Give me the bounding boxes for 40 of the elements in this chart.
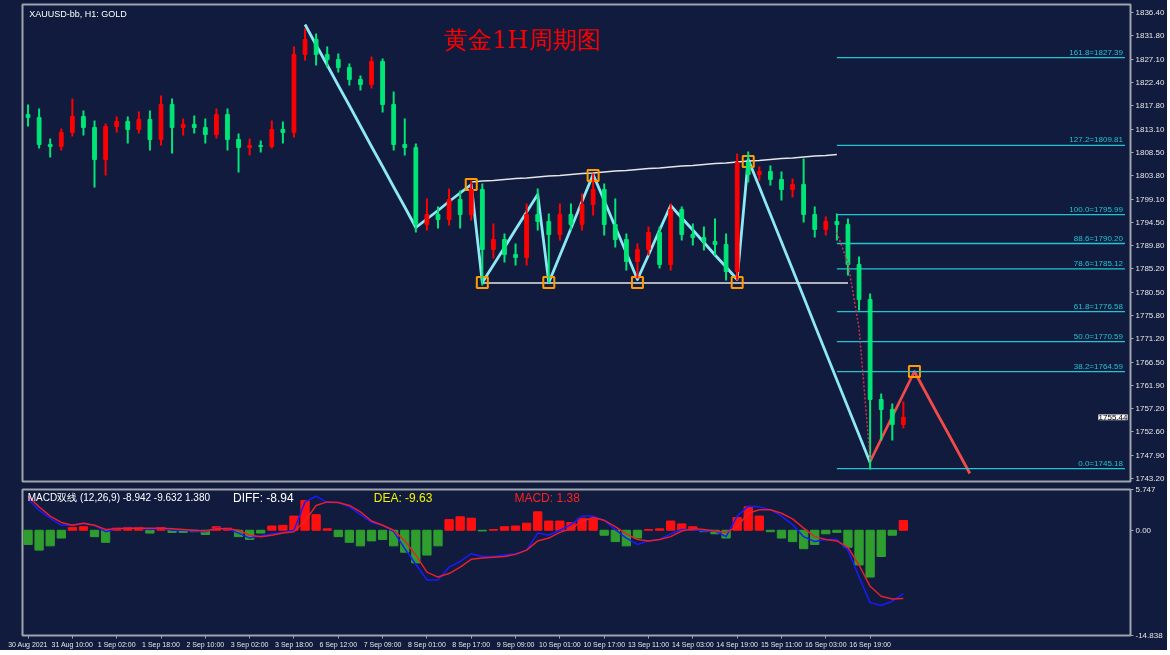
- y-tick-label: 1803.80: [1135, 171, 1165, 180]
- y-tick-label: 1752.60: [1135, 427, 1165, 436]
- y-tick-label: 1761.90: [1135, 380, 1165, 390]
- series-label: 161.8=1827.39: [1069, 47, 1124, 57]
- y-tick-label: 1794.50: [1135, 217, 1165, 227]
- y-tick-label: 1836.40: [1135, 8, 1165, 17]
- series-label: 78.6=1785.12: [1073, 258, 1124, 268]
- y-tick-label: 1780.50: [1135, 287, 1165, 297]
- y-tick-label: 1831.80: [1135, 31, 1165, 40]
- y-tick-label: 5.747: [1135, 485, 1157, 494]
- series-label: 88.6=1790.20: [1073, 233, 1124, 243]
- y-tick-label: 1775.80: [1135, 311, 1165, 320]
- series-label: 38.2=1764.59: [1073, 361, 1124, 371]
- y-tick-label: 1747.90: [1135, 450, 1165, 460]
- y-tick-label: 1785.20: [1135, 264, 1165, 273]
- series-label: 50.0=1770.59: [1073, 331, 1124, 341]
- series-label: 61.8=1776.58: [1073, 301, 1124, 311]
- y-tick-label: 1817.80: [1135, 101, 1165, 110]
- y-tick-label: 1822.40: [1135, 78, 1165, 87]
- y-tick-label: 1808.50: [1135, 147, 1165, 157]
- y-tick-label: 1757.20: [1135, 404, 1165, 413]
- series-label: 0.0=1745.18: [1078, 458, 1124, 468]
- chart-title: MACD双线 (12,26,9) -8.942 -9.632 1.380: [27, 491, 211, 503]
- y-tick-label: -14.838: [1135, 631, 1164, 640]
- annotation: 1755.44: [1098, 412, 1129, 422]
- annotation: MACD: 1.38: [514, 490, 581, 505]
- annotation: DEA: -9.63: [373, 490, 433, 505]
- text: 黄金1H周期图: [444, 26, 601, 55]
- chart-subtitle: XAUUSD-bb, H1: GOLD: [29, 8, 128, 19]
- y-tick-label: 1789.80: [1135, 241, 1165, 250]
- y-tick-label: 1743.20: [1135, 474, 1165, 483]
- y-tick-label: 1827.10: [1135, 54, 1165, 64]
- series-label: 100.0=1795.99: [1069, 204, 1124, 214]
- annotation: DIFF: -8.94: [233, 490, 295, 505]
- y-tick-label: 1813.10: [1135, 124, 1165, 134]
- y-tick-label: 1766.50: [1135, 357, 1165, 367]
- y-tick-label: 1771.20: [1135, 334, 1165, 343]
- series-label: 127.2=1809.81: [1069, 135, 1124, 145]
- y-tick-label: 1799.10: [1135, 194, 1165, 204]
- y-tick-label: 0.00: [1135, 525, 1152, 535]
